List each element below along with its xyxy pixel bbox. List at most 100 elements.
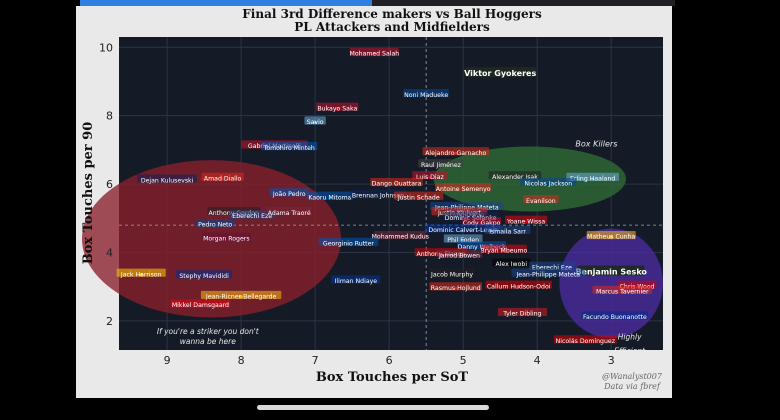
x-axis-label: Box Touches per SoT: [316, 370, 469, 385]
point-label: Erling Haaland: [570, 176, 615, 183]
point-label: Dejan Kulusevski: [141, 177, 194, 184]
point-label-bg: [403, 89, 449, 98]
point-label: Viktor Gyokeres: [464, 69, 536, 78]
point-label: Cody Gakpo: [463, 220, 501, 227]
point-label: Antoine Semenyo: [436, 186, 491, 193]
point-label: Matheus Cunha: [587, 234, 635, 241]
point-label-bg: [586, 230, 636, 240]
point-label: Adama Traoré: [268, 209, 311, 217]
region-label: Box Killers: [575, 139, 617, 148]
credit-line-1: @Wanalyst007: [602, 372, 663, 381]
annotation: Highly: [618, 333, 642, 342]
point-label-bg: [195, 218, 235, 228]
x-tick-label: 3: [608, 354, 615, 367]
point-label-bg: [529, 261, 575, 270]
point-label-bg: [581, 311, 649, 320]
point-label-bg: [304, 116, 326, 125]
point-label: Luis Diaz: [416, 174, 444, 181]
point-label: Noni Madueke: [404, 92, 448, 99]
x-tick-label: 8: [238, 354, 245, 367]
point-label-bg: [176, 270, 233, 279]
point-label: Phil Foden: [447, 237, 479, 244]
point-label-bg: [592, 285, 653, 294]
x-tick-label: 9: [164, 354, 171, 367]
point-label: Mohamed Salah: [349, 51, 399, 58]
point-label: Tomohiro Minteh: [263, 145, 315, 152]
point-label: Jack Harrison: [120, 271, 162, 278]
y-axis-label: Box Touches per 90: [81, 122, 96, 265]
point-label-bg: [443, 234, 483, 243]
chart-title: Final 3rd Difference makers vs Ball Hogg…: [242, 7, 542, 21]
point-label: Benjamin Sesko: [575, 268, 647, 277]
point-label: Mohammed Kudus: [372, 234, 429, 241]
point-label-bg: [435, 183, 492, 192]
point-label: Facundo Buonanotte: [583, 314, 647, 321]
point-label: Alex Iwobi: [495, 261, 527, 268]
point-label: Eberechi Eze: [232, 213, 272, 220]
point-label-bg: [229, 210, 276, 219]
x-tick-label: 5: [460, 354, 467, 367]
point-label-bg: [201, 232, 251, 241]
annotation: Efficient: [614, 346, 646, 355]
point-label: Pedro Neto: [198, 222, 232, 229]
point-label-bg: [520, 177, 577, 187]
y-tick-label: 8: [106, 110, 113, 123]
point-label-bg: [394, 191, 444, 200]
point-label-bg: [266, 207, 313, 216]
x-tick-label: 4: [534, 354, 541, 367]
point-labels: Mohamed Salah Viktor Gyokeres Noni Madueke…: [116, 47, 657, 355]
point-label: Kaoru Mitoma: [308, 194, 351, 201]
point-label-bg: [429, 282, 483, 291]
point-label-bg: [307, 191, 353, 200]
point-label: Ismaila Sarr: [489, 229, 526, 236]
point-label-bg: [553, 335, 617, 344]
point-label-bg: [116, 268, 166, 277]
point-label: Bryan Mbeumo: [480, 247, 527, 254]
point-label: Amad Diallo: [204, 176, 242, 183]
point-label-bg: [201, 172, 244, 182]
point-label-bg: [349, 47, 399, 57]
point-label-bg: [412, 171, 448, 180]
point-label-bg: [481, 244, 527, 253]
point-label-bg: [491, 258, 531, 267]
point-label-bg: [429, 268, 475, 277]
point-label-bg: [484, 225, 531, 235]
point-label-bg: [497, 307, 547, 317]
video-progress-bar[interactable]: [80, 0, 372, 6]
point-label-bg: [261, 142, 318, 151]
point-label: Alejandro Garnacho: [425, 150, 486, 157]
point-label-bg: [464, 67, 536, 78]
point-label-bg: [200, 290, 282, 300]
point-label-bg: [566, 172, 619, 182]
annotation: If you're a striker you don't: [157, 327, 260, 336]
y-tick-label: 2: [106, 315, 113, 328]
annotation: wanna be here: [180, 337, 236, 346]
point-label: João Pedro: [272, 191, 306, 198]
point-label: Alexander Isak: [492, 174, 538, 181]
point-label: Evanilson: [526, 198, 556, 205]
point-label: Callum Hudson-Odoi: [487, 283, 551, 290]
point-label-bg: [373, 230, 427, 240]
point-label-bg: [511, 268, 585, 277]
point-label: Yoane Wissa: [506, 218, 545, 225]
credit-line-2: Data via fbref: [603, 382, 662, 391]
point-label: Dango Ouattara: [372, 181, 422, 188]
point-label-bg: [418, 159, 464, 168]
point-label: Iliman Ndiaye: [335, 278, 378, 285]
point-label-bg: [422, 147, 490, 156]
point-label-bg: [331, 275, 381, 284]
home-indicator[interactable]: [257, 405, 489, 410]
point-label-bg: [504, 215, 548, 224]
point-label: Mikkel Damsgaard: [172, 302, 229, 309]
point-label-bg: [424, 224, 502, 233]
point-label: Morgan Rogers: [203, 235, 249, 242]
point-label: Tyler Dibling: [502, 311, 541, 318]
point-label: Jean-Ricner Bellegarde: [205, 294, 277, 301]
x-tick-label: 6: [386, 354, 393, 367]
chart-subtitle: PL Attackers and Midfielders: [294, 20, 490, 34]
point-label: Rasmus Hojlund: [431, 285, 481, 292]
point-label: Jacob Murphy: [430, 271, 473, 278]
y-tick-label: 4: [106, 247, 113, 260]
point-label: Nicolás Domínguez: [556, 337, 615, 345]
